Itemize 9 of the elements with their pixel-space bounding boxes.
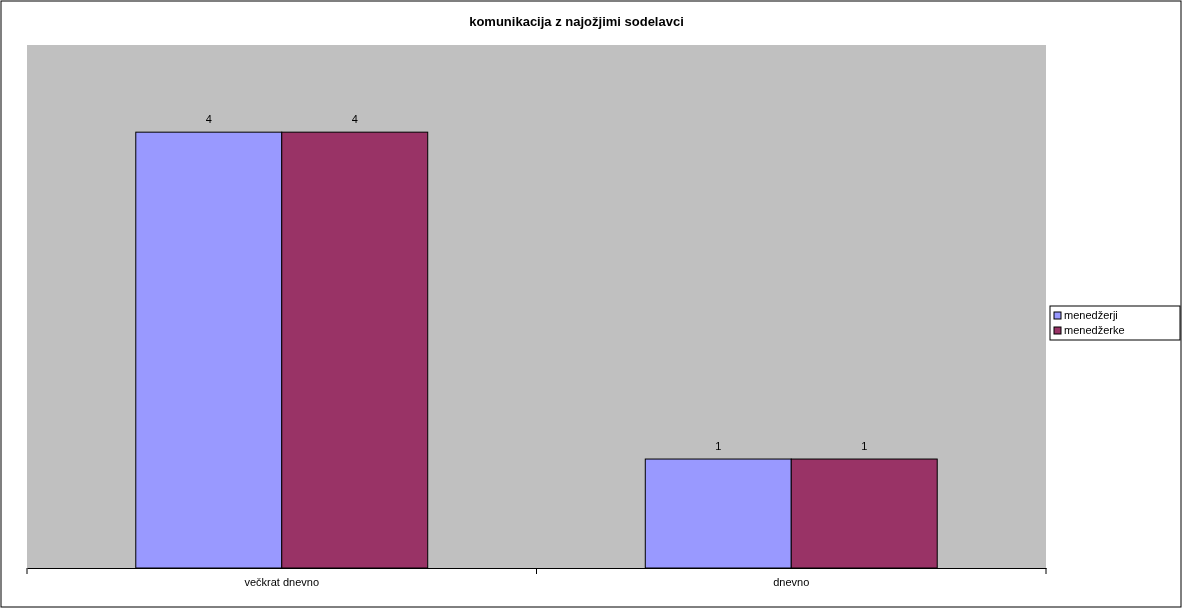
data-label: 4: [351, 113, 358, 126]
legend-label: menedžerke: [1064, 324, 1125, 336]
data-label: 1: [715, 440, 722, 453]
x-tick-label: večkrat dnevno: [244, 576, 320, 589]
data-label: 4: [205, 113, 212, 126]
chart-title: komunikacija z najožjimi sodelavci: [469, 14, 684, 29]
data-label: 1: [861, 440, 868, 453]
x-tick-label: dnevno: [773, 576, 810, 589]
legend-label: menedžerji: [1064, 309, 1118, 321]
